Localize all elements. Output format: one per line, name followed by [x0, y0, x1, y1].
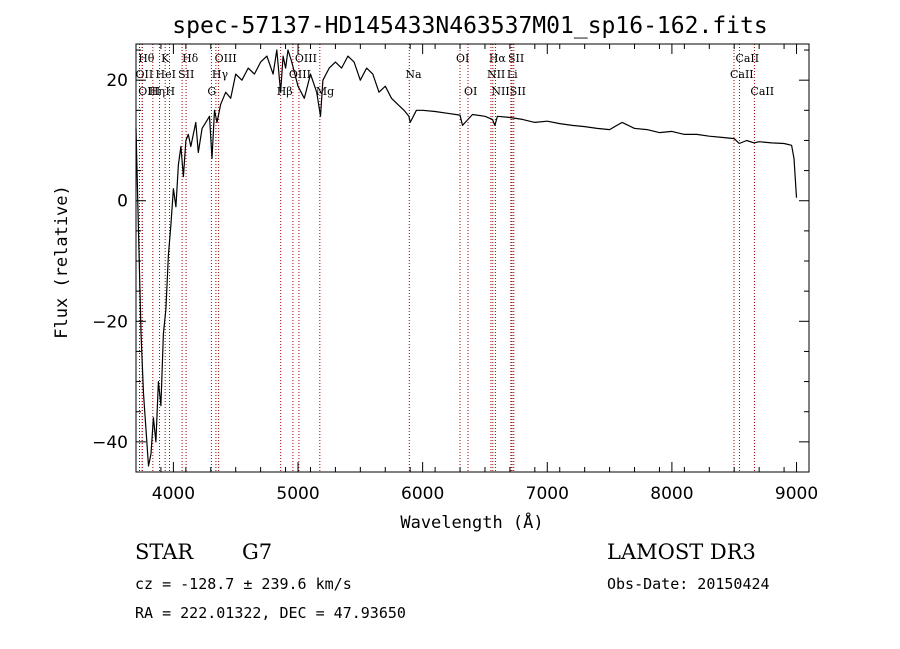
redshift-text: cz = -128.7 ± 239.6 km/s [135, 575, 352, 593]
marker-label-5: Hη [149, 85, 165, 98]
chart-title: spec-57137-HD145433N463537M01_sp16-162.f… [172, 13, 767, 39]
marker-label-14: Hβ [277, 85, 293, 98]
x-tick-label-4: 8000 [650, 484, 693, 504]
object-class: STAR [135, 540, 194, 564]
plot-frame [135, 43, 810, 473]
x-tick-label-1: 5000 [276, 484, 319, 504]
marker-label-13: OIII [289, 68, 311, 81]
marker-label-19: Hα [489, 52, 507, 65]
marker-label-10: Hγ [212, 68, 229, 81]
marker-label-21: NII [491, 85, 509, 98]
marker-label-15: Mg [316, 85, 334, 98]
marker-label-17: OI [456, 52, 469, 65]
marker-label-16: Na [405, 68, 422, 81]
marker-label-11: G [207, 85, 216, 98]
y-tick-label-3: 20 [106, 71, 128, 91]
marker-label-22: SII [508, 52, 524, 65]
marker-label-20: NII [487, 68, 505, 81]
y-tick-label-0: −40 [92, 433, 128, 453]
y-axis: −40 −20 0 20 [92, 49, 809, 473]
x-tick-label-5: 9000 [775, 484, 818, 504]
marker-label-9: OIII [215, 52, 237, 65]
object-subclass: G7 [242, 540, 273, 564]
obs-date: Obs-Date: 20150424 [607, 575, 770, 593]
marker-label-8: Hδ [182, 52, 199, 65]
marker-label-25: CaII [735, 52, 759, 65]
marker-label-0: Hθ [138, 52, 155, 65]
y-tick-label-1: −20 [92, 312, 128, 332]
marker-label-26: CaII [730, 68, 754, 81]
marker-label-23: Li [507, 68, 518, 81]
x-tick-label-3: 7000 [526, 484, 569, 504]
marker-label-27: CaII [750, 85, 774, 98]
survey-name: LAMOST DR3 [607, 540, 756, 564]
line-markers: Hθ OII OIII K HeI Hη SII H Hδ OIII Hγ G OIII OIII Hβ Mg… [135, 44, 774, 472]
marker-label-18: OI [464, 85, 477, 98]
series-line-flux [135, 49, 798, 467]
marker-label-24: SII [510, 85, 526, 98]
series-group [135, 49, 798, 467]
x-tick-label-0: 4000 [152, 484, 195, 504]
x-axis: 4000 5000 6000 7000 8000 9000 [135, 44, 818, 504]
marker-label-12: OIII [295, 52, 317, 65]
y-axis-label: Flux (relative) [52, 185, 72, 339]
marker-label-1: OII [135, 68, 153, 81]
y-tick-label-2: 0 [117, 192, 128, 212]
marker-label-4: HeI [156, 68, 176, 81]
marker-label-2: OIII [138, 85, 160, 98]
marker-label-7: H [166, 85, 176, 98]
marker-label-3: K [161, 52, 170, 65]
coordinates: RA = 222.01322, DEC = 47.93650 [135, 604, 406, 622]
x-tick-label-2: 6000 [401, 484, 444, 504]
x-axis-label: Wavelength (Å) [400, 511, 543, 533]
